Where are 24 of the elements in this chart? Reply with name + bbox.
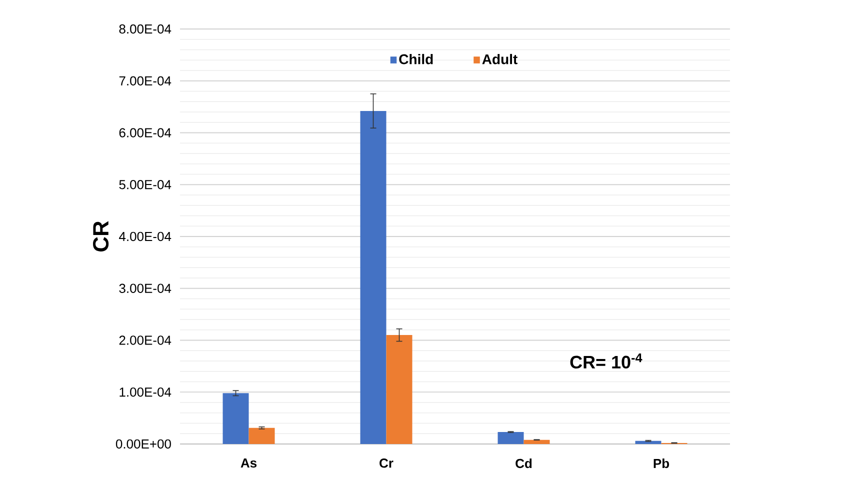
y-tick-label: 1.00E-04: [120, 388, 172, 397]
y-tick-label: 7.00E-04: [119, 76, 172, 86]
bar: [386, 335, 412, 444]
x-tick-label: Cd: [516, 458, 532, 468]
y-tick-label: 3.00E-04: [119, 284, 172, 293]
legend-label: Child: [399, 54, 433, 64]
y-tick-label: 0.00E+00: [116, 439, 171, 449]
bar: [498, 432, 524, 444]
bar: [635, 440, 662, 444]
bar: [524, 440, 550, 444]
x-tick-label: As: [240, 458, 257, 468]
x-tick-label: Pb: [654, 458, 670, 468]
annotation: CR= 10$^{-4}$: [570, 353, 642, 369]
bar: [360, 110, 386, 444]
x-tick-label: Cr: [380, 458, 394, 468]
y-tick-label: 4.00E-04: [119, 232, 172, 242]
y-tick-label: 6.00E-04: [119, 128, 172, 138]
bar: [248, 428, 275, 444]
y-tick-label: 5.00E-04: [119, 180, 172, 190]
y-axis-title: CR: [93, 221, 109, 252]
bar: [222, 393, 249, 444]
y-tick-label: 8.00E-04: [119, 24, 172, 34]
legend-label: Adult: [482, 54, 518, 64]
y-tick-label: 2.00E-04: [119, 336, 172, 345]
